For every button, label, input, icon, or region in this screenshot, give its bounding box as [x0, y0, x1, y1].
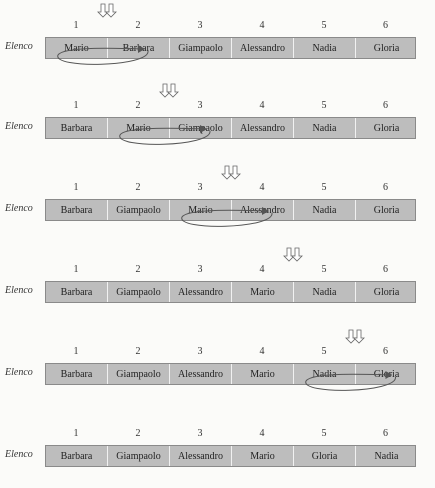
position-index: 5 — [321, 346, 327, 357]
array-cell: Alessandro — [232, 38, 294, 58]
array-cell: Nadia — [294, 200, 356, 220]
position-index: 2 — [135, 346, 141, 357]
array-cell: Nadia — [294, 38, 356, 58]
array-cell: Nadia — [294, 364, 356, 384]
sort-step-6: Elenco 1 2 3 4 5 6 Barbara Giampaolo Alessandro Ma… — [0, 408, 435, 468]
sort-step-1: Elenco 1 2 3 4 5 6 Mario Barbara Giampaolo Alessan… — [0, 0, 435, 65]
position-index: 5 — [321, 428, 327, 439]
position-index: 4 — [259, 20, 265, 31]
position-index: 3 — [197, 428, 203, 439]
array-cell: Gloria — [373, 122, 400, 134]
comparison-marker-icon — [283, 247, 303, 262]
array-cell: Barbara — [46, 282, 108, 302]
array-cell: Alessandro — [232, 118, 294, 138]
array-bar: Barbara Mario Giampaolo Alessandro Nadia Glor… — [45, 117, 416, 139]
array-cell: Alessandro — [170, 446, 232, 466]
array-cell: Giampaolo — [170, 118, 232, 138]
position-index: 3 — [197, 346, 203, 357]
position-index: 3 — [197, 182, 203, 193]
position-index: 1 — [73, 264, 79, 275]
sort-step-2: Elenco 1 2 3 4 5 6 Barbara Mario Giampaolo Alessan… — [0, 80, 435, 145]
array-cell: Alessandro — [170, 282, 232, 302]
array-bar: Barbara Giampaolo Alessandro Mario Gloria Nad… — [45, 445, 416, 467]
sort-step-3: Elenco 1 2 3 4 5 6 Barbara Giampaolo Mario Alessan… — [0, 162, 435, 227]
array-cell: Mario — [232, 364, 294, 384]
position-index: 2 — [135, 264, 141, 275]
array-cell: Gloria — [373, 368, 400, 380]
array-cell: Giampaolo — [108, 364, 170, 384]
position-index: 4 — [259, 346, 265, 357]
position-index: 3 — [197, 100, 203, 111]
array-cell: Nadia — [374, 450, 399, 462]
array-cell: Gloria — [373, 204, 400, 216]
array-cell: Giampaolo — [108, 282, 170, 302]
sort-step-5: Elenco 1 2 3 4 5 6 Barbara Giampaolo Alessandro Ma… — [0, 326, 435, 391]
row-label: Elenco — [5, 367, 33, 378]
array-cell: Barbara — [46, 446, 108, 466]
array-bar: Mario Barbara Giampaolo Alessandro Nadia Glor… — [45, 37, 416, 59]
position-index: 3 — [197, 264, 203, 275]
position-index: 2 — [135, 182, 141, 193]
position-index: 3 — [197, 20, 203, 31]
bubble-sort-diagram: Elenco 1 2 3 4 5 6 Mario Barbara Giampaolo Alessan… — [0, 0, 435, 468]
comparison-marker-icon — [345, 329, 365, 344]
position-index: 6 — [383, 264, 388, 275]
position-index: 1 — [73, 100, 79, 111]
array-cell: Alessandro — [170, 364, 232, 384]
position-index: 6 — [383, 20, 388, 31]
array-cell: Gloria — [294, 446, 356, 466]
array-cell: Giampaolo — [108, 200, 170, 220]
array-cell: Gloria — [373, 286, 400, 298]
array-cell: Barbara — [46, 200, 108, 220]
position-index: 5 — [321, 182, 327, 193]
position-index: 1 — [73, 182, 79, 193]
row-label: Elenco — [5, 41, 33, 52]
array-cell: Gloria — [373, 42, 400, 54]
array-cell: Mario — [108, 118, 170, 138]
position-index: 6 — [383, 182, 388, 193]
position-index: 6 — [383, 428, 388, 439]
row-label: Elenco — [5, 449, 33, 460]
array-cell: Barbara — [46, 118, 108, 138]
position-index: 5 — [321, 20, 327, 31]
position-index: 1 — [73, 428, 79, 439]
array-cell: Mario — [170, 200, 232, 220]
position-index: 4 — [259, 428, 265, 439]
position-index: 4 — [259, 264, 265, 275]
position-index: 1 — [73, 346, 79, 357]
position-index: 6 — [383, 100, 388, 111]
position-index: 2 — [135, 428, 141, 439]
array-cell: Nadia — [294, 282, 356, 302]
comparison-marker-icon — [221, 165, 241, 180]
array-cell: Mario — [232, 446, 294, 466]
position-index: 5 — [321, 264, 327, 275]
row-label: Elenco — [5, 203, 33, 214]
sort-step-4: Elenco 1 2 3 4 5 6 Barbara Giampaolo Alessandro Ma… — [0, 244, 435, 304]
array-cell: Mario — [232, 282, 294, 302]
comparison-marker-icon — [97, 3, 117, 18]
position-index: 4 — [259, 100, 265, 111]
row-label: Elenco — [5, 121, 33, 132]
position-index: 1 — [73, 20, 79, 31]
position-index: 2 — [135, 100, 141, 111]
array-cell: Giampaolo — [108, 446, 170, 466]
array-cell: Giampaolo — [170, 38, 232, 58]
array-cell: Barbara — [46, 364, 108, 384]
array-bar: Barbara Giampaolo Mario Alessandro Nadia Glor… — [45, 199, 416, 221]
position-index: 2 — [135, 20, 141, 31]
array-cell: Alessandro — [232, 200, 294, 220]
position-index: 6 — [383, 346, 388, 357]
row-label: Elenco — [5, 285, 33, 296]
array-bar: Barbara Giampaolo Alessandro Mario Nadia Glor… — [45, 363, 416, 385]
comparison-marker-icon — [159, 83, 179, 98]
array-bar: Barbara Giampaolo Alessandro Mario Nadia Glor… — [45, 281, 416, 303]
position-index: 5 — [321, 100, 327, 111]
array-cell: Mario — [46, 38, 108, 58]
array-cell: Barbara — [108, 38, 170, 58]
array-cell: Nadia — [294, 118, 356, 138]
position-index: 4 — [259, 182, 265, 193]
